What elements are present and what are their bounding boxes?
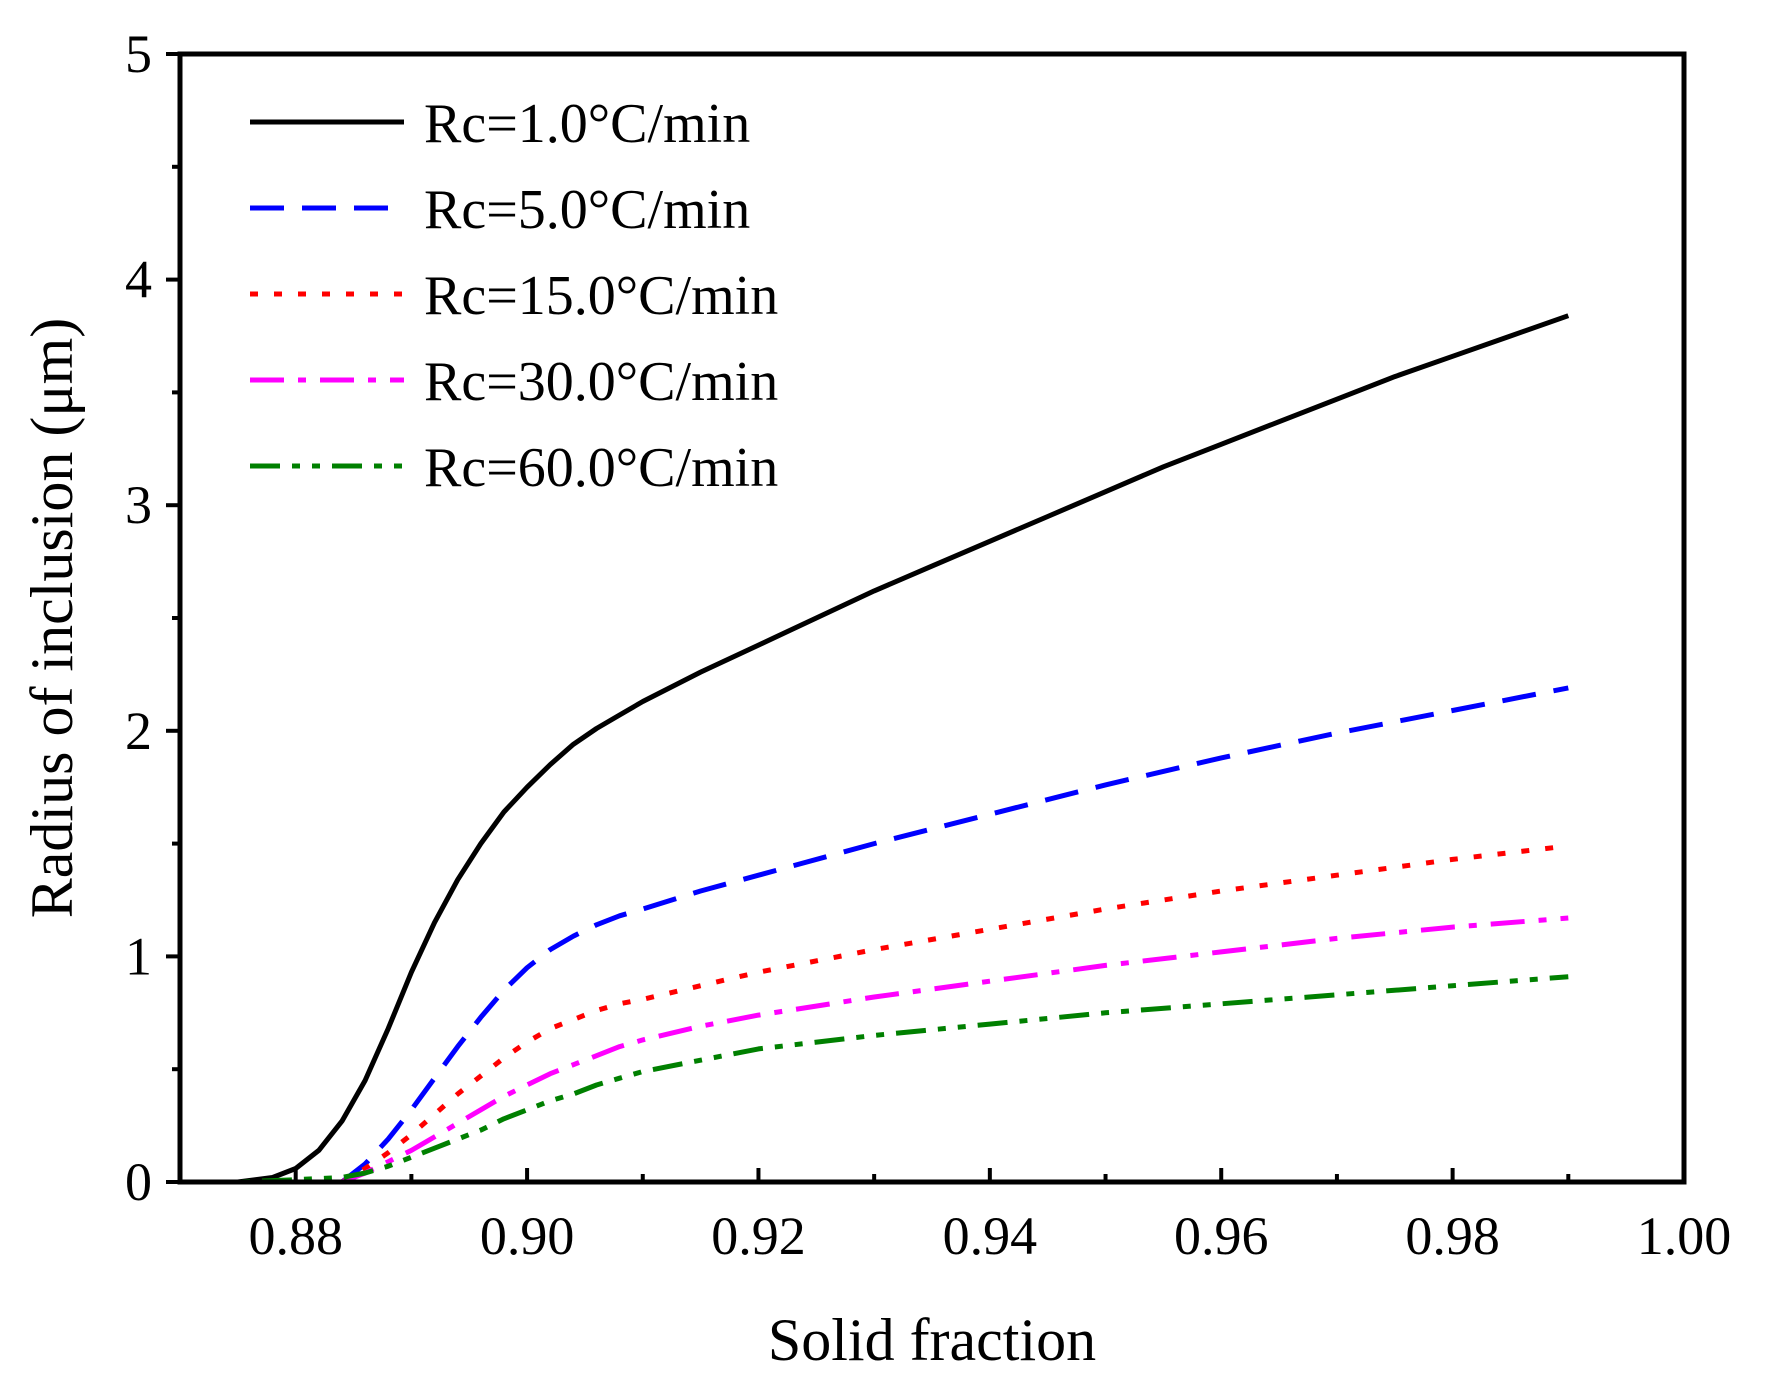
- series-line-5: [180, 974, 1569, 1185]
- x-tick-label: 0.98: [1405, 1206, 1500, 1266]
- series-layer: [180, 313, 1570, 1185]
- y-tick-label: 2: [125, 701, 152, 761]
- x-tick-label: 0.88: [248, 1206, 343, 1266]
- series-line-1: [180, 313, 1570, 1185]
- legend-label-4: Rc=30.0°C/min: [424, 351, 778, 413]
- legend-label-3: Rc=15.0°C/min: [424, 265, 778, 327]
- y-tick-label: 1: [125, 926, 152, 986]
- legend: Rc=1.0°C/min Rc=5.0°C/min Rc=15.0°C/min Rc=…: [250, 93, 778, 499]
- y-tick-label: 4: [125, 250, 152, 310]
- ticks-layer: 0.88 0.90 0.92 0.94 0.96 0.98 1.00 0 1 2 3 4 5: [125, 24, 1731, 1266]
- y-axis-title: Radius of inclusion (μm): [19, 318, 85, 918]
- x-tick-label: 0.90: [480, 1206, 575, 1266]
- plot-frame: [177, 51, 1687, 1185]
- y-tick-label: 0: [125, 1152, 152, 1212]
- legend-label-1: Rc=1.0°C/min: [424, 93, 750, 155]
- x-tick-label: 0.96: [1174, 1206, 1269, 1266]
- series-line-4: [341, 915, 1569, 1185]
- series-line-2: [340, 685, 1569, 1184]
- y-tick-label: 5: [125, 24, 152, 84]
- legend-label-5: Rc=60.0°C/min: [424, 437, 778, 499]
- legend-label-2: Rc=5.0°C/min: [424, 179, 750, 241]
- x-tick-label: 0.92: [711, 1206, 806, 1266]
- y-tick-label: 3: [125, 475, 152, 535]
- x-axis-title: Solid fraction: [768, 1307, 1096, 1373]
- x-tick-label: 1.00: [1637, 1206, 1732, 1266]
- series-line-3: [340, 843, 1569, 1185]
- x-tick-label: 0.94: [943, 1206, 1038, 1266]
